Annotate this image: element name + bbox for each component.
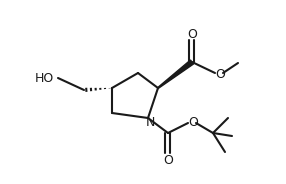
Text: N: N [145,116,155,130]
Text: O: O [215,68,225,81]
Text: O: O [188,116,198,128]
Text: O: O [187,27,197,40]
Text: O: O [163,153,173,167]
Text: HO: HO [34,72,53,86]
Polygon shape [158,60,194,88]
